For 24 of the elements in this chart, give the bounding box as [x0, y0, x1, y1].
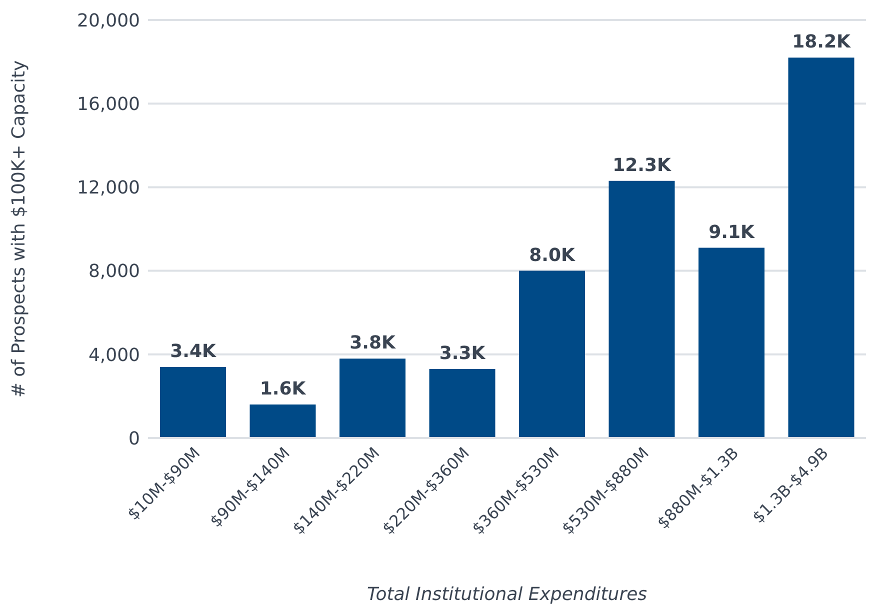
y-tick-label: 4,000 — [88, 344, 140, 366]
bar — [608, 180, 675, 438]
data-label: 12.3K — [612, 154, 672, 176]
bar — [788, 58, 854, 438]
bar — [698, 248, 764, 438]
y-tick-label: 16,000 — [77, 94, 140, 115]
bar — [429, 369, 496, 438]
y-tick-label: 8,000 — [88, 261, 140, 282]
data-label: 3.8K — [350, 332, 396, 354]
y-axis-title: # of Prospects with $100K+ Capacity — [8, 60, 30, 398]
bar — [340, 358, 406, 438]
y-tick-label: 12,000 — [77, 178, 140, 199]
bar — [250, 404, 316, 438]
data-label: 1.6K — [260, 378, 307, 400]
data-label: 3.3K — [439, 343, 486, 364]
data-label: 8.0K — [529, 244, 576, 266]
bar — [519, 270, 585, 438]
data-label: 18.2K — [792, 32, 852, 53]
bar — [160, 366, 226, 438]
x-axis-title: Total Institutional Expenditures — [366, 584, 648, 605]
y-tick-label: 0 — [128, 428, 140, 450]
y-tick-label: 20,000 — [77, 10, 140, 32]
data-label: 9.1K — [708, 222, 756, 243]
data-label: 3.4K — [170, 340, 217, 362]
